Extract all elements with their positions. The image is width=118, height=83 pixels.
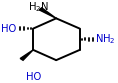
Text: HO: HO bbox=[1, 24, 16, 34]
Text: HO: HO bbox=[25, 72, 41, 82]
Text: H$_2$N: H$_2$N bbox=[28, 0, 49, 14]
Polygon shape bbox=[39, 8, 56, 18]
Polygon shape bbox=[20, 50, 33, 60]
Text: NH$_2$: NH$_2$ bbox=[95, 32, 116, 46]
